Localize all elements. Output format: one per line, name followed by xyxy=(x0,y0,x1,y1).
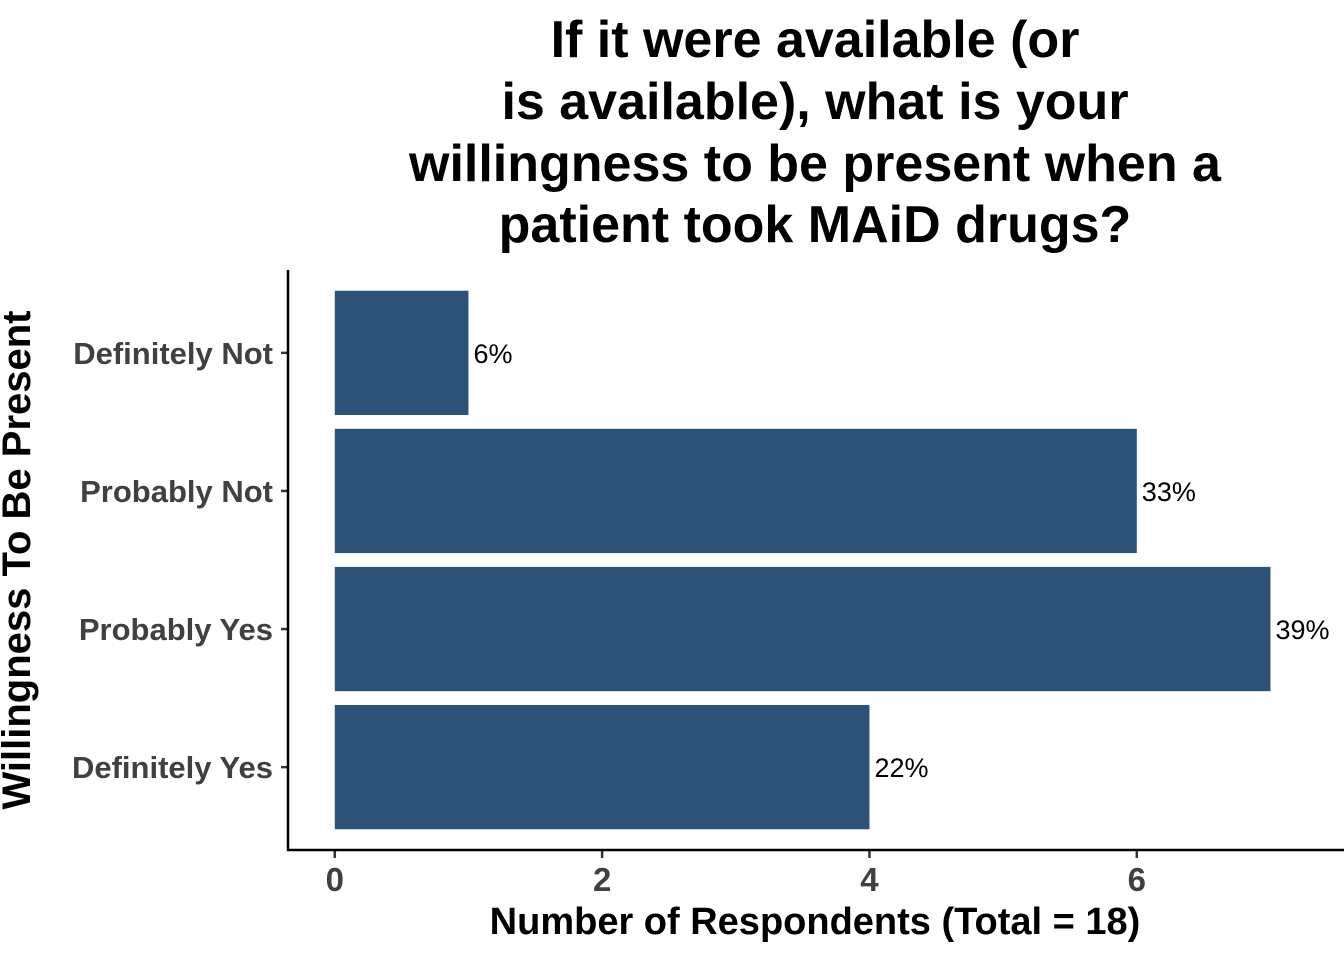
y-tick-label: Probably Yes xyxy=(79,612,273,647)
y-tick-label: Definitely Not xyxy=(73,336,273,371)
bar-definitely-yes xyxy=(334,705,870,830)
x-tick-label: 4 xyxy=(860,861,879,898)
data-labels-layer: 6% 33% 39% 22% xyxy=(473,339,1329,783)
data-label-probably-not: 33% xyxy=(1142,477,1196,507)
title-line-2: is available), what is your xyxy=(501,73,1128,131)
title-line-3: willingness to be present when a xyxy=(408,135,1222,193)
x-tick-label: 0 xyxy=(326,861,344,898)
chart-title: If it were available (or is available), … xyxy=(408,11,1222,254)
title-line-4: patient took MAiD drugs? xyxy=(499,196,1132,254)
y-axis-ticks: Definitely Not Probably Not Probably Yes De… xyxy=(72,336,288,785)
bar-probably-not xyxy=(334,428,1137,554)
data-label-probably-yes: 39% xyxy=(1275,615,1329,645)
y-tick-label: Definitely Yes xyxy=(72,750,273,785)
title-line-1: If it were available (or xyxy=(551,11,1080,69)
x-axis-title: Number of Respondents (Total = 18) xyxy=(490,901,1141,943)
x-tick-label: 6 xyxy=(1128,861,1146,898)
x-axis-ticks: 0 2 4 6 xyxy=(326,850,1146,898)
y-tick-label: Probably Not xyxy=(80,474,273,509)
data-label-definitely-yes: 22% xyxy=(874,753,928,783)
y-axis-title: Willingness To Be Present xyxy=(0,310,39,809)
bar-probably-yes xyxy=(334,566,1271,692)
bars-layer xyxy=(334,290,1271,830)
x-tick-label: 2 xyxy=(593,861,611,898)
data-label-definitely-not: 6% xyxy=(473,339,512,369)
bar-definitely-not xyxy=(334,290,469,415)
